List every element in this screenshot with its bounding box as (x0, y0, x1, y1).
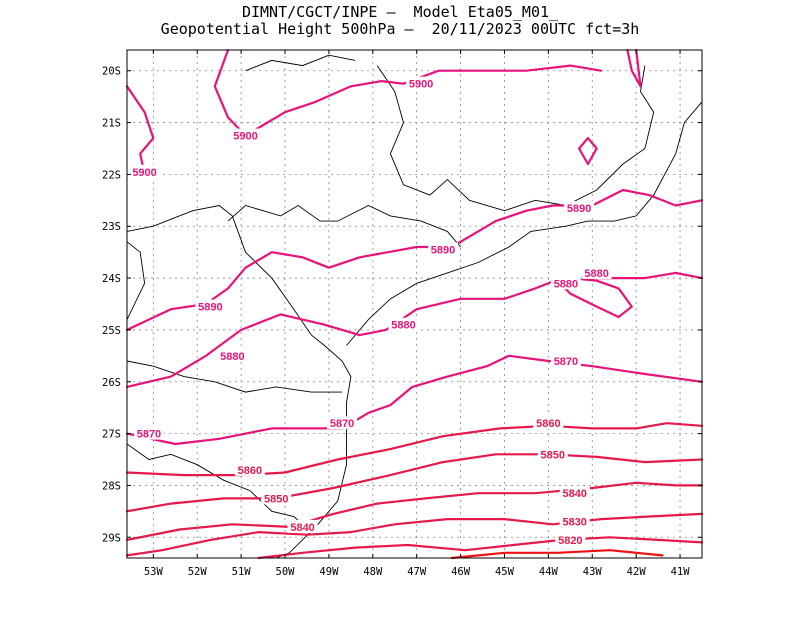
contour-label-bg (555, 532, 586, 546)
contour-5850 (125, 453, 704, 513)
border-line (126, 360, 343, 393)
tick-label-lon: 41W (671, 566, 691, 578)
contour-label-bg (195, 299, 226, 313)
border-line (376, 65, 655, 212)
contour-label: 5860 (536, 418, 560, 430)
tick-label-lon: 44W (539, 566, 559, 578)
tick-label-lon: 53W (144, 566, 164, 578)
contour-5830 (125, 512, 704, 557)
contour-label: 5820 (558, 535, 582, 547)
contour-label-bg (581, 265, 612, 279)
contour-label: 5840 (562, 488, 586, 500)
contour-label-bg (550, 276, 581, 290)
contour-label-bg (261, 491, 292, 505)
contour-label: 5880 (220, 351, 244, 363)
tick-label-lon: 46W (451, 566, 471, 578)
contour-5880 (556, 277, 633, 319)
contour-5900 (125, 85, 155, 176)
contour-label: 5890 (198, 302, 222, 314)
tick-label-lon: 48W (363, 566, 383, 578)
tick-label-lon: 50W (276, 566, 296, 578)
tick-label-lon: 52W (188, 566, 208, 578)
contour-label: 5880 (584, 268, 608, 280)
contour-5900 (578, 137, 598, 166)
contour-label-bg (559, 514, 590, 528)
contour-5820 (257, 536, 704, 560)
contour-label-bg (230, 128, 261, 142)
contour-5880 (125, 271, 704, 388)
tick-label-lon: 42W (627, 566, 647, 578)
border-line (126, 205, 352, 559)
contour-label: 5870 (330, 418, 354, 430)
contour-label-bg (559, 486, 590, 500)
contour-label: 5860 (238, 465, 262, 477)
contour-5900 (626, 48, 642, 88)
contour-label: 5850 (264, 493, 288, 505)
tick-label-lon: 49W (319, 566, 339, 578)
contour-label-bg (550, 354, 581, 368)
tick-label-lat: 20S (102, 66, 121, 78)
contour-label-bg (533, 416, 564, 430)
tick-label-lat: 23S (102, 221, 121, 233)
contour-label-bg (217, 348, 248, 362)
tick-label-lon: 47W (407, 566, 427, 578)
contour-label: 5870 (137, 429, 161, 441)
contour-5810 (450, 549, 664, 560)
contour-label-bg (129, 164, 160, 178)
contour-label: 5850 (541, 449, 565, 461)
border-line (346, 101, 703, 346)
contour-label-bg (287, 519, 318, 533)
contour-label-bg (406, 76, 437, 90)
contour-5860 (125, 422, 704, 477)
contour-label: 5880 (554, 278, 578, 290)
contour-5870 (125, 354, 704, 446)
contour-label: 5870 (554, 356, 578, 368)
contour-label: 5900 (132, 167, 156, 179)
tick-label-lon: 43W (583, 566, 603, 578)
contour-label: 5900 (409, 79, 433, 91)
tick-label-lat: 26S (102, 377, 121, 389)
contour-labels: 5900 5900 5900 5890 5890 5890 5880 5880 5880 5880… (129, 76, 612, 547)
tick-label-lat: 29S (102, 532, 121, 544)
tick-label-lat: 25S (102, 325, 121, 337)
border-line (245, 54, 356, 72)
contour-label: 5880 (391, 320, 415, 332)
contour-5900 (213, 48, 603, 137)
border-line (227, 204, 461, 248)
coastline-borders (126, 54, 703, 559)
tick-label-lon: 51W (232, 566, 252, 578)
tick-label-lat: 28S (102, 480, 121, 492)
contour-label: 5890 (567, 203, 591, 215)
contour-label-bg (327, 416, 358, 430)
contour-label: 5840 (290, 522, 314, 534)
contour-label-bg (133, 426, 164, 440)
border-line (126, 443, 312, 533)
contour-label-bg (428, 242, 459, 256)
tick-label-lon: 45W (495, 566, 515, 578)
contour-label: 5890 (431, 245, 455, 257)
axis-ticks: 53W 52W 51W 50W 49W 48W 47W 46W 45W 44W 43W 42W 41W 2… (102, 50, 702, 578)
chart-title: DIMNT/CGCT/INPE – Model Eta05_M01_ Geopo… (0, 4, 800, 38)
contour-label-bg (564, 201, 595, 215)
contour-label: 5900 (233, 131, 257, 143)
tick-label-lat: 22S (102, 169, 121, 181)
tick-label-lat: 24S (102, 273, 121, 285)
contour-label-bg (388, 317, 419, 331)
contour-label-bg (234, 462, 265, 476)
title-line-2: Geopotential Height 500hPa – 20/11/2023 … (160, 20, 640, 38)
tick-label-lat: 21S (102, 118, 121, 130)
contour-lines (125, 48, 704, 560)
contour-label: 5830 (562, 517, 586, 529)
title-line-1: DIMNT/CGCT/INPE – Model Eta05_M01_ (241, 3, 559, 21)
contour-label-bg (537, 447, 568, 461)
border-line (126, 241, 146, 351)
contour-5840 (125, 481, 704, 541)
tick-label-lat: 27S (102, 429, 121, 441)
plot-frame (126, 49, 703, 559)
